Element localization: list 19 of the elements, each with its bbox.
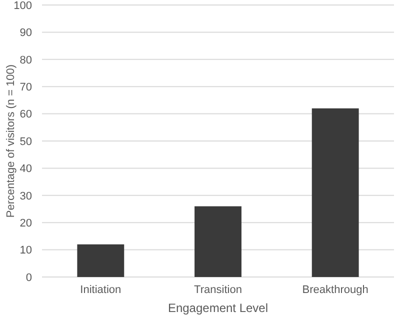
y-tick-label: 40 — [20, 163, 32, 176]
y-tick-label: 90 — [20, 27, 32, 40]
y-tick-label: 70 — [20, 81, 32, 94]
y-axis-title: Percentage of visitors (n = 100) — [4, 64, 17, 218]
x-tick-label: Breakthrough — [302, 284, 368, 296]
y-tick-label: 50 — [20, 136, 32, 148]
y-tick-label: 60 — [20, 108, 32, 121]
x-tick-label: Transition — [194, 284, 242, 296]
x-tick-label: Initiation — [80, 284, 122, 296]
y-tick-label: 10 — [20, 244, 32, 257]
bar — [312, 108, 359, 277]
x-axis-title: Engagement Level — [168, 301, 268, 315]
bar — [77, 244, 124, 277]
bar — [194, 206, 242, 277]
y-tick-label: 0 — [26, 272, 32, 284]
y-tick-label: 100 — [14, 0, 32, 12]
y-tick-label: 30 — [20, 190, 32, 202]
y-tick-label: 80 — [20, 54, 32, 66]
y-tick-label: 20 — [20, 217, 32, 230]
